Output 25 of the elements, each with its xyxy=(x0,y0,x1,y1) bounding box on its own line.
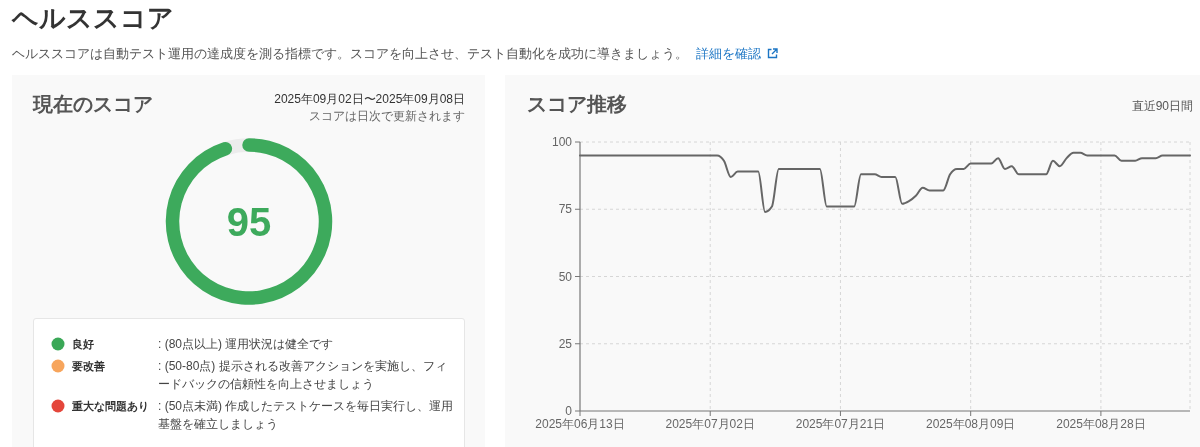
chart-subtitle: 直近90日間 xyxy=(1131,98,1193,115)
text: 要改善 xyxy=(72,358,105,374)
data-label: 95 xyxy=(226,199,272,244)
x-tick-label: 2025年07月21日 xyxy=(795,417,886,431)
y-tick-label: 25 xyxy=(558,336,573,351)
y-tick-label: 100 xyxy=(551,135,573,149)
chart-title: 現在のスコア xyxy=(33,92,153,117)
text: スコアは日次で更新されます xyxy=(308,109,465,124)
text: ヘルススコアは自動テスト運用の達成度を測る指標です。スコアを向上させ、テスト自動化を成功に導きましょう。 xyxy=(12,46,688,61)
text: 重大な問題あり xyxy=(72,398,149,415)
y-tick-label: 75 xyxy=(558,202,573,217)
text: : (50点未満) 作成したテストケースを毎日実行し、運用基盤を確立しましょう xyxy=(158,397,454,433)
text: 良好 xyxy=(72,337,94,352)
x-tick-label: 2025年08月28日 xyxy=(1056,417,1146,431)
text: ヘルススコア xyxy=(12,2,174,35)
text: 2025年09月02日〜2025年09月08日 xyxy=(274,91,465,108)
x-tick-label: 2025年08月09日 xyxy=(925,417,1016,431)
text: 詳細を確認 xyxy=(696,46,761,61)
chart-title: スコア推移 xyxy=(527,92,627,117)
text: : (50-80点) 提示される改善アクションを実施し、フィードバックの信頼性を向上させましょう xyxy=(158,357,448,393)
x-tick-label: 2025年07月02日 xyxy=(665,417,755,431)
y-tick-label: 0 xyxy=(565,404,573,418)
y-tick-label: 50 xyxy=(558,269,573,284)
text: : (80点以上) 運用状況は健全です xyxy=(158,336,335,353)
x-tick-label: 2025年06月13日 xyxy=(535,417,625,431)
